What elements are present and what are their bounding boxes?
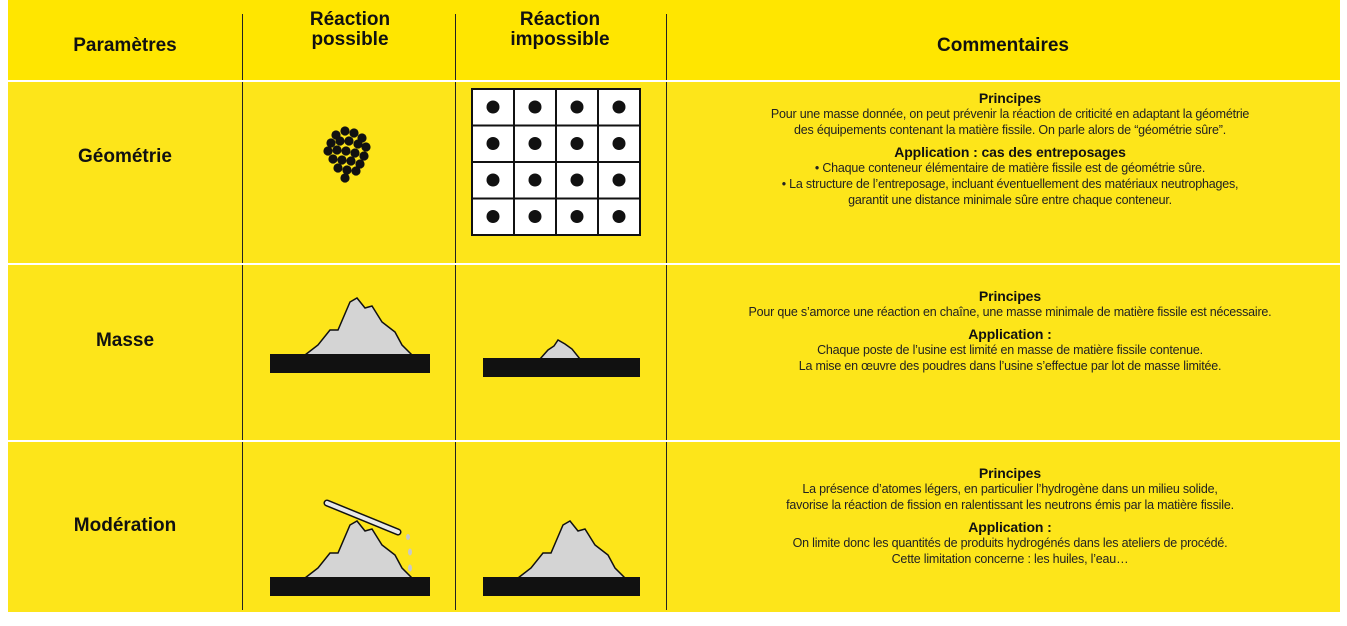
column-divider [666,14,667,610]
section-title: Application : cas des entreposages [894,144,1126,160]
header-background [8,0,1340,80]
section-title: Application : [968,519,1052,535]
comment-line: des équipements contenant la matière fis… [794,123,1226,137]
comment-line: Chaque poste de l’usine est limité en ma… [817,343,1203,357]
table-background [8,0,1340,612]
section-title: Application : [968,326,1052,342]
comment-line: garantit une distance minimale sûre entr… [848,193,1172,207]
parameter: Modération [73,515,177,536]
row-divider [8,440,1340,442]
comment-line: Pour que s’amorce une réaction en chaîne… [748,305,1272,319]
comment-line: On limite donc les quantités de produits… [792,536,1228,550]
column-divider [455,14,456,610]
section-title: Principes [978,288,1042,304]
comment-line: La mise en œuvre des poudres dans l’usin… [798,359,1222,373]
row-divider [8,80,1340,82]
section-title: Principes [978,90,1042,106]
comment-cell: Principes La présence d’atomes légers, en… [680,465,1340,567]
section-title: Principes [978,465,1042,481]
row-divider [8,263,1340,265]
small-mass [483,339,640,377]
safe-geometry-grid [471,88,641,236]
column-header: Réaction impossible [510,9,610,50]
column-header: Paramètres [73,35,177,56]
comment-line: • Chaque conteneur élémentaire de matièr… [814,161,1206,175]
comment-line: La présence d’atomes légers, en particul… [802,482,1218,496]
comment-line: favorise la réaction de fission en ralen… [786,498,1234,512]
parameter: Géométrie [78,146,172,167]
column-header: Commentaires [937,35,1069,56]
comment-cell: Principes Pour une masse donnée, on peut … [680,90,1340,208]
unmoderated-mass [483,520,640,596]
comment-line: Cette limitation concerne : les huiles, … [891,552,1129,566]
column-header: Réaction possible [309,9,391,50]
large-mass [270,297,430,373]
comment-cell: Principes Pour que s’amorce une réaction … [680,288,1340,374]
comment-line: • La structure de l’entreposage, incluan… [781,177,1239,191]
sphere-cluster [323,126,371,183]
moderated-mass [270,499,430,596]
parameter: Masse [95,330,155,351]
column-divider [242,14,243,610]
comment-line: Pour une masse donnée, on peut prévenir … [770,107,1250,121]
